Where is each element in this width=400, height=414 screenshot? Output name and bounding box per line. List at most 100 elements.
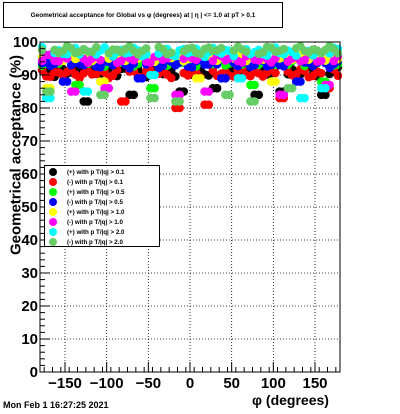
legend-marker (49, 198, 57, 206)
data-point (141, 44, 151, 53)
data-point (271, 77, 280, 86)
x-tick-label: 50 (223, 375, 240, 392)
data-point (241, 47, 251, 56)
legend-entry: (-) with p T/|q| > 0.5 (49, 197, 123, 207)
x-tick-label: 0 (186, 375, 194, 392)
data-point (296, 77, 305, 86)
y-tick-label: 70 (21, 133, 38, 150)
data-point (150, 83, 159, 93)
data-point (150, 70, 159, 80)
y-tick-label: 50 (21, 199, 38, 216)
y-tick-label: 20 (21, 298, 38, 315)
data-point (300, 93, 309, 103)
y-tick-label: 0 (30, 364, 38, 381)
data-point (212, 83, 222, 93)
data-point (46, 87, 55, 96)
data-point (237, 74, 247, 83)
y-tick-label: 40 (21, 232, 38, 249)
legend-entry: (-) with p T/|q| > 0.1 (49, 177, 123, 187)
legend-marker (49, 188, 57, 196)
data-point (250, 97, 259, 106)
data-point (46, 93, 55, 103)
x-axis-label: φ (degrees) (252, 392, 329, 408)
y-tick-label: 60 (21, 166, 38, 183)
data-point (121, 97, 130, 106)
x-tick-label: 100 (261, 375, 286, 392)
y-tick-label: 30 (21, 265, 38, 282)
data-point (254, 90, 264, 100)
y-tick-label: 100 (13, 34, 38, 51)
legend-marker (49, 208, 57, 216)
data-point (137, 74, 147, 83)
tick-labels: −150 −100 −50 0 50 100 150 0 10 20 30 40 50 60 70 80 90 1… (13, 34, 328, 392)
data-point (175, 97, 184, 106)
chart-title: Geometrical acceptance for Global vs φ (… (3, 2, 283, 28)
data-point (166, 48, 176, 57)
legend-entry: (-) with p T/|q| > 1.0 (49, 217, 123, 227)
data-point (221, 74, 230, 83)
data-point (100, 77, 109, 86)
data-points (37, 41, 343, 113)
y-tick-label: 90 (21, 67, 38, 84)
legend: (+) with p T/|q| > 0.1 (-) with p T/|q| … (44, 165, 160, 247)
data-point (291, 51, 301, 60)
legend-marker (49, 238, 57, 246)
legend-label: (-) with p T/|q| > 0.1 (67, 178, 123, 186)
data-point (129, 90, 139, 100)
x-tick-label: −50 (136, 375, 161, 392)
data-point (175, 90, 184, 100)
y-axis-label: Geometrical acceptance (%) (7, 54, 25, 256)
legend-entry: (+) with p T/|q| > 0.5 (49, 187, 124, 197)
legend-entry: (+) with p T/|q| > 0.1 (49, 167, 124, 177)
data-point (321, 83, 330, 93)
data-point (204, 87, 214, 96)
data-point (71, 87, 80, 96)
data-point (333, 71, 343, 80)
data-point (75, 80, 84, 90)
data-point (216, 43, 226, 53)
data-point (37, 45, 47, 55)
legend-label: (+) with p T/|q| > 0.5 (67, 188, 125, 196)
y-tick-label: 80 (21, 100, 38, 117)
data-point (175, 103, 184, 113)
legend-entry: (+) with p T/|q| > 1.0 (49, 207, 124, 217)
data-point (91, 43, 101, 52)
x-tick-label: −150 (48, 375, 82, 392)
legend-label: (-) with p T/|q| > 2.0 (67, 238, 123, 246)
data-point (279, 90, 289, 100)
data-point (271, 68, 280, 78)
x-tick-label: 150 (302, 375, 327, 392)
legend-label: (+) with p T/|q| > 0.1 (67, 168, 125, 176)
data-point (237, 57, 247, 67)
data-point (208, 56, 218, 66)
legend-label: (+) with p T/|q| > 1.0 (67, 208, 125, 216)
legend-marker (49, 228, 57, 236)
data-point (62, 77, 72, 86)
data-point (333, 48, 343, 58)
data-point (150, 93, 159, 103)
data-point (204, 100, 214, 109)
legend-label: (-) with p T/|q| > 1.0 (67, 218, 123, 226)
legend-label: (-) with p T/|q| > 0.5 (67, 198, 123, 206)
data-point (225, 90, 234, 100)
legend-marker (49, 218, 57, 226)
legend-marker (49, 178, 57, 186)
data-point (287, 83, 297, 93)
data-point (100, 90, 109, 100)
x-tick-label: −100 (90, 375, 124, 392)
data-point (279, 44, 289, 54)
axis-ticks (40, 41, 337, 373)
data-point (187, 63, 197, 72)
data-point (250, 80, 259, 90)
data-point (166, 73, 176, 83)
data-point (104, 83, 114, 93)
data-point (83, 87, 93, 96)
legend-entry: (+) with p T/|q| > 2.0 (49, 227, 124, 237)
data-point (316, 56, 326, 65)
data-point (196, 74, 205, 83)
data-point (316, 68, 326, 78)
legend-marker (49, 168, 57, 176)
legend-entry: (-) with p T/|q| > 2.0 (49, 237, 123, 247)
data-point (321, 90, 330, 100)
